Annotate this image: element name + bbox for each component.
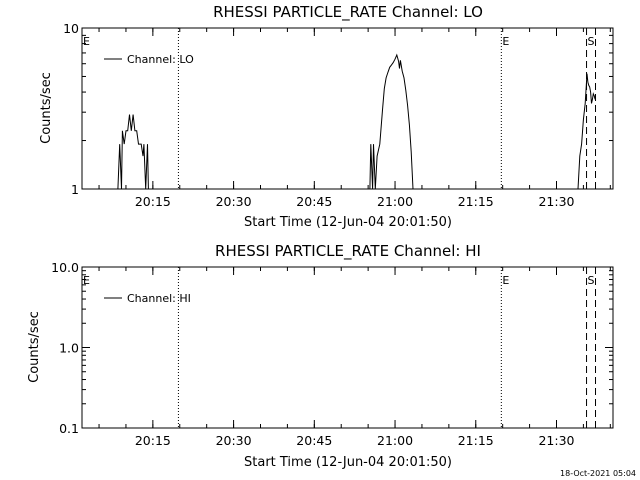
x-tick-label: 21:15 — [458, 433, 494, 448]
x-tick-label: 20:30 — [216, 433, 252, 448]
y-tick-label: 10 — [63, 21, 79, 36]
plot-frame — [81, 27, 614, 190]
event-marker-label: E — [502, 274, 509, 287]
x-tick-label: 20:45 — [296, 194, 332, 209]
x-tick-label: 21:00 — [377, 433, 413, 448]
event-marker-label: S — [588, 274, 595, 287]
x-axis-label: Start Time (12-Jun-04 20:01:50) — [244, 455, 452, 470]
event-marker-label: S — [588, 35, 595, 48]
x-tick-label: 21:30 — [538, 194, 574, 209]
event-marker-label: E — [83, 274, 90, 287]
y-tick-label: 1.0 — [59, 341, 79, 356]
series-line — [369, 53, 414, 190]
y-tick-label: 0.1 — [59, 421, 79, 436]
series-line — [117, 114, 149, 190]
event-marker-label: E — [83, 35, 90, 48]
y-axis-label: Counts/sec — [39, 72, 54, 144]
x-tick-label: 21:00 — [377, 194, 413, 209]
series-line — [577, 73, 596, 190]
event-marker-label: E — [502, 35, 509, 48]
x-axis-label: Start Time (12-Jun-04 20:01:50) — [244, 215, 452, 230]
creation-timestamp: 18-Oct-2021 05:04 — [560, 469, 636, 478]
x-tick-label: 20:15 — [135, 433, 171, 448]
x-tick-label: 21:15 — [458, 194, 494, 209]
legend: Channel: HI — [104, 292, 191, 305]
legend-label: Channel: LO — [127, 53, 194, 66]
y-ticks: 0.1 1.0 10.0 — [51, 260, 613, 436]
x-ticks: 20:15 20:30 20:45 21:00 21:15 21:30 — [98, 267, 611, 448]
chart-panel-lo: RHESSI PARTICLE_RATE Channel: LO Counts/… — [39, 3, 614, 230]
x-tick-label: 21:30 — [538, 433, 574, 448]
x-tick-label: 20:15 — [135, 194, 171, 209]
y-axis-label: Counts/sec — [27, 311, 42, 383]
data-series — [117, 53, 596, 190]
y-tick-label: 10.0 — [51, 260, 79, 275]
chart-title: RHESSI PARTICLE_RATE Channel: HI — [215, 242, 481, 261]
legend-label: Channel: HI — [127, 292, 191, 305]
chart-panel-hi: RHESSI PARTICLE_RATE Channel: HI Counts/… — [27, 242, 614, 470]
y-ticks: 1 10 — [63, 21, 613, 197]
y-tick-label: 1 — [71, 182, 79, 197]
chart-title: RHESSI PARTICLE_RATE Channel: LO — [213, 3, 483, 22]
x-tick-label: 20:45 — [296, 433, 332, 448]
x-ticks: 20:15 20:30 20:45 21:00 21:15 21:30 — [98, 28, 611, 209]
legend: Channel: LO — [104, 53, 194, 66]
x-tick-label: 20:30 — [216, 194, 252, 209]
